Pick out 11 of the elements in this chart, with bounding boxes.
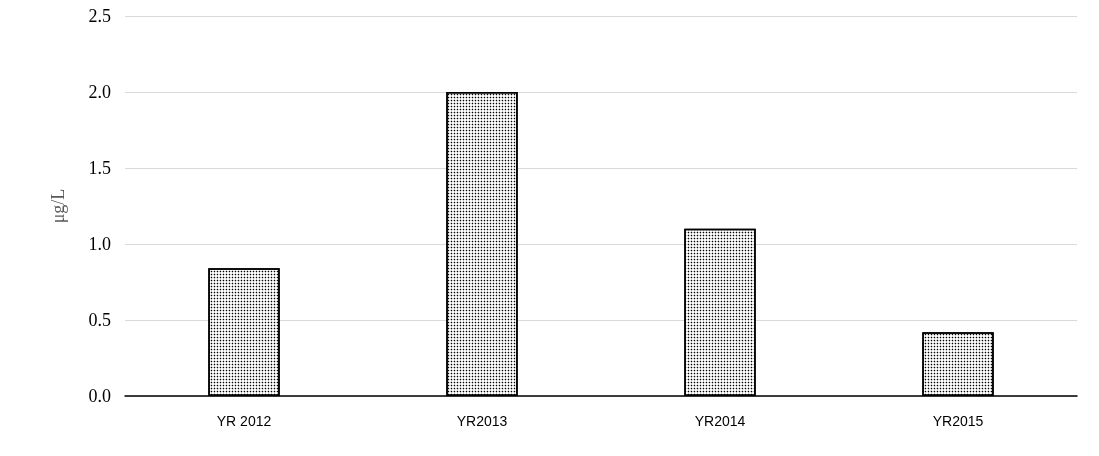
y-tick-label: 2.5 bbox=[88, 6, 111, 26]
y-tick-label: 2.0 bbox=[88, 82, 111, 102]
y-tick-label: 1.5 bbox=[88, 158, 111, 178]
y-tick-label: 0.0 bbox=[88, 386, 111, 406]
y-axis-title: μg/L bbox=[48, 188, 68, 224]
y-tick-label: 1.0 bbox=[88, 234, 111, 254]
x-tick-label: YR2013 bbox=[456, 413, 508, 429]
x-tick-label: YR2014 bbox=[694, 413, 746, 429]
y-tick-label: 0.5 bbox=[88, 310, 111, 330]
x-tick-label: YR2015 bbox=[932, 413, 984, 429]
x-tick-label: YR 2012 bbox=[216, 413, 272, 429]
